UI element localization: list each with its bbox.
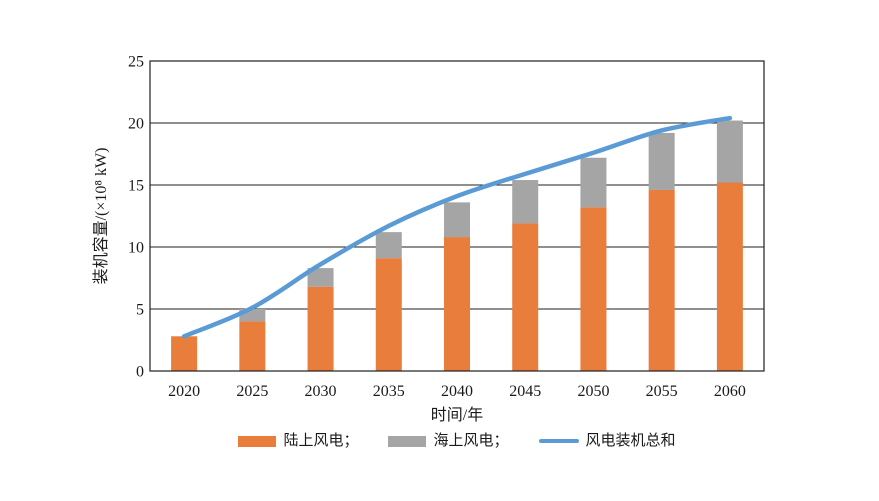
total-line-legend-swatch	[538, 439, 579, 443]
bar-segment-陆上风电-2025	[239, 321, 266, 371]
bar-segment-海上风电-2040	[444, 202, 470, 238]
chart-legend: 陆上风电； 海上风电； 风电装机总和	[150, 431, 764, 451]
x-tick-label-2040: 2040	[441, 383, 473, 400]
bars-group	[171, 120, 743, 371]
legend-item-onshore: 陆上风电；	[238, 431, 358, 451]
total-line-series	[181, 115, 733, 339]
bar-segment-海上风电-2035	[375, 232, 402, 259]
y-tick-label-25: 25	[128, 54, 144, 71]
bar-segment-陆上风电-2055	[648, 189, 675, 371]
x-tick-label-2045: 2045	[509, 383, 541, 400]
bar-segment-陆上风电-2050	[580, 207, 607, 371]
legend-item-total: 风电装机总和	[538, 431, 676, 451]
bar-segment-海上风电-2030	[307, 268, 334, 287]
x-tick-label-2025: 2025	[236, 383, 268, 400]
y-tick-label-15: 15	[128, 178, 144, 195]
bar-segment-陆上风电-2040	[444, 237, 470, 371]
onshore-legend-label: 陆上风电；	[283, 433, 359, 449]
x-tick-label-2060: 2060	[714, 383, 746, 400]
y-tick-label-5: 5	[136, 302, 144, 319]
offshore-legend-label: 海上风电；	[433, 433, 509, 449]
bar-segment-海上风电-2050	[580, 157, 607, 208]
y-tick-label-10: 10	[128, 240, 144, 257]
y-axis-tick-labels: 0 5 10 15 20 25	[128, 54, 144, 381]
bar-segment-陆上风电-2030	[307, 286, 334, 371]
y-tick-label-0: 0	[136, 364, 144, 381]
bar-segment-陆上风电-2045	[512, 223, 539, 371]
y-tick-label-20: 20	[128, 116, 144, 133]
bar-segment-陆上风电-2035	[375, 258, 402, 371]
bar-segment-陆上风电-2020	[171, 336, 198, 371]
x-axis-tick-labels: 2020 2025 2030 2035 2040 2045 2050 2055 2060	[168, 383, 746, 400]
offshore-legend-swatch	[388, 435, 427, 447]
x-tick-label-2055: 2055	[646, 383, 678, 400]
x-tick-label-2030: 2030	[305, 383, 337, 400]
onshore-legend-swatch	[238, 435, 277, 447]
total-legend-label: 风电装机总和	[585, 433, 676, 449]
x-tick-label-2035: 2035	[373, 383, 405, 400]
legend-item-offshore: 海上风电；	[388, 431, 509, 451]
bar-segment-海上风电-2060	[716, 120, 743, 183]
x-tick-label-2020: 2020	[168, 383, 200, 400]
bar-segment-海上风电-2055	[648, 132, 675, 190]
plot-border	[149, 60, 765, 372]
y-axis-title: 装机容量/(×10⁸ kW)	[92, 148, 110, 285]
x-axis-title: 时间/年	[431, 406, 483, 424]
x-tick-label-2050: 2050	[577, 383, 609, 400]
bar-segment-陆上风电-2060	[716, 182, 743, 371]
bar-segment-海上风电-2045	[512, 180, 539, 224]
